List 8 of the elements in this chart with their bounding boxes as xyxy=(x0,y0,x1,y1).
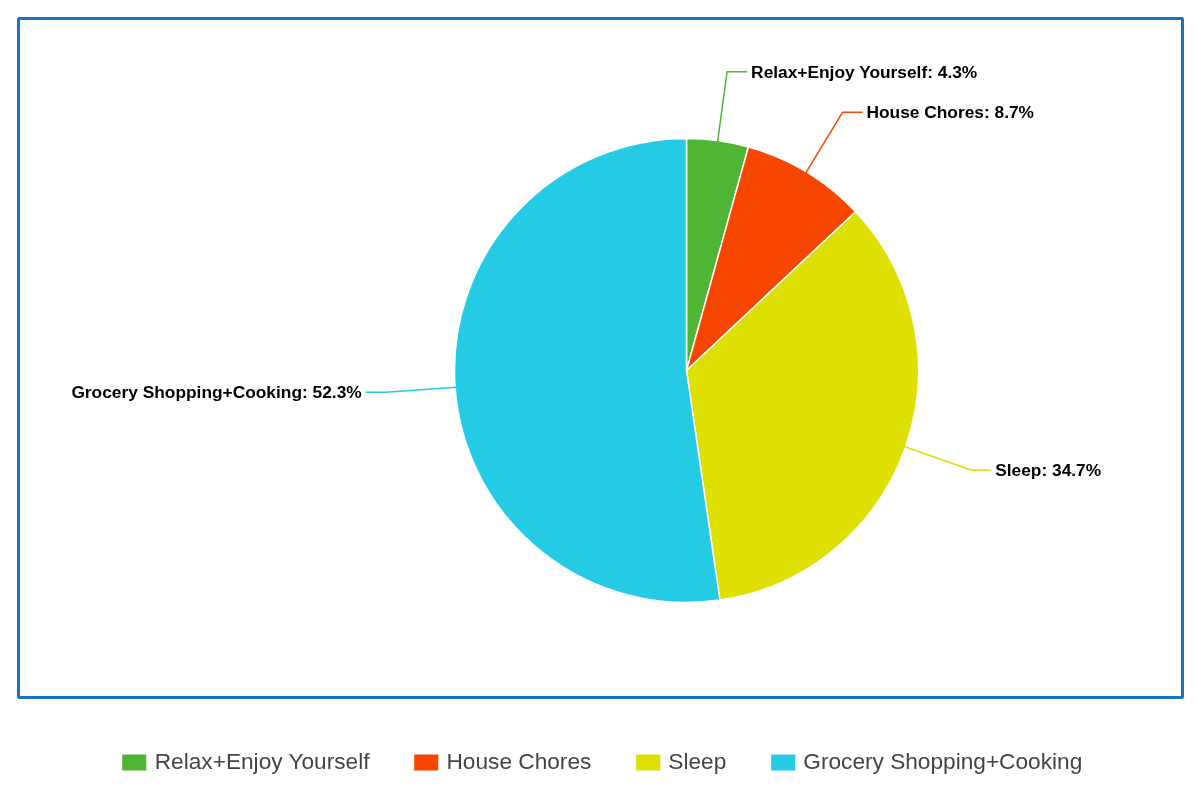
legend-label: Sleep xyxy=(668,748,727,775)
legend-label: Grocery Shopping+Cooking xyxy=(803,748,1083,775)
data-label: Relax+Enjoy Yourself: 4.3% xyxy=(751,61,978,82)
data-label: House Chores: 8.7% xyxy=(866,102,1035,123)
data-label: Grocery Shopping+Cooking: 52.3% xyxy=(71,382,362,403)
legend-label: House Chores xyxy=(446,748,592,775)
data-label: Sleep: 34.7% xyxy=(995,459,1102,480)
legend-label: Relax+Enjoy Yourself xyxy=(154,748,370,775)
